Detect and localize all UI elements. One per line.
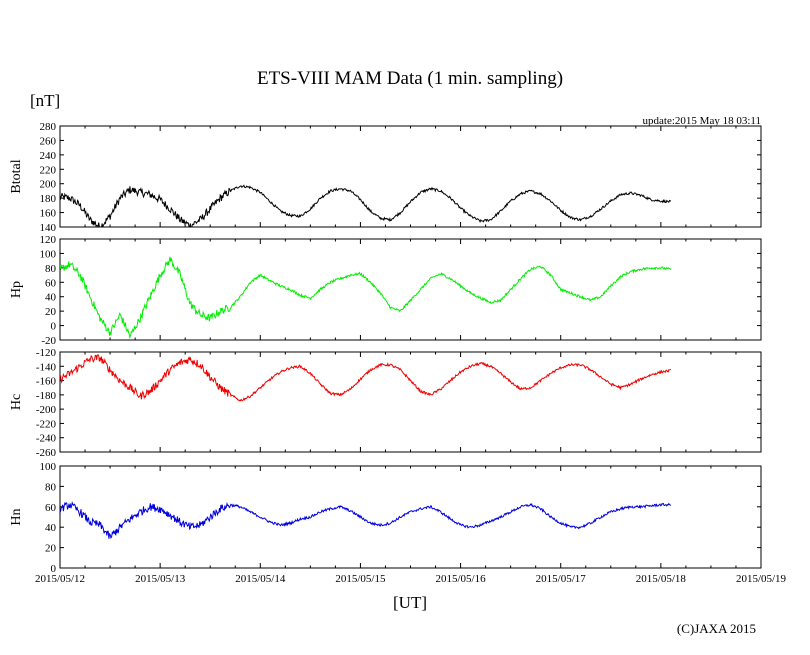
panel-frame bbox=[59, 351, 762, 453]
y-tick-label: 100 bbox=[40, 461, 57, 473]
update-text: update:2015 May 18 03:11 bbox=[643, 115, 761, 127]
panel-hp: -20 0 20 40 60 80 100 120 Hp bbox=[9, 234, 762, 347]
y-axis-label: Hc bbox=[9, 394, 24, 410]
chart-title: ETS-VIII MAM Data (1 min. sampling) bbox=[257, 68, 563, 89]
panel-frame bbox=[59, 465, 762, 569]
y-tick-label: 20 bbox=[45, 306, 57, 318]
y-tick-label: -260 bbox=[36, 447, 57, 459]
copyright: (C)JAXA 2015 bbox=[677, 621, 756, 636]
y-tick-label: 40 bbox=[45, 522, 57, 534]
series-line-hp bbox=[60, 256, 672, 340]
y-tick-label: 60 bbox=[45, 502, 57, 514]
y-tick-label: -160 bbox=[36, 376, 57, 388]
series-line-hn bbox=[60, 501, 672, 540]
y-tick-label: -200 bbox=[36, 404, 57, 416]
y-tick-label: 200 bbox=[40, 179, 57, 191]
panel-hn: 0 20 40 60 80 100 Hn bbox=[9, 461, 762, 575]
y-tick-label: 160 bbox=[40, 208, 57, 220]
x-tick-label: 2015/05/18 bbox=[636, 573, 687, 585]
y-tick-label: 20 bbox=[45, 543, 57, 555]
x-tick-label: 2015/05/13 bbox=[135, 573, 186, 585]
y-tick-label: 140 bbox=[40, 222, 57, 234]
y-tick-label: 80 bbox=[45, 263, 57, 275]
y-tick-label: 0 bbox=[51, 321, 57, 333]
y-tick-label: -220 bbox=[36, 418, 57, 430]
x-tick-label: 2015/05/15 bbox=[335, 573, 386, 585]
y-tick-label: -240 bbox=[36, 433, 57, 445]
y-tick-label: -120 bbox=[36, 347, 57, 359]
panel-frame bbox=[59, 125, 762, 228]
y-tick-label: 0 bbox=[51, 563, 57, 575]
series-line-hc bbox=[60, 354, 672, 402]
y-tick-label: 40 bbox=[45, 292, 57, 304]
y-axis-label: Btotal bbox=[9, 159, 24, 193]
y-tick-label: 100 bbox=[40, 248, 57, 260]
x-tick-label: 2015/05/12 bbox=[35, 573, 85, 585]
x-tick-label: 2015/05/14 bbox=[235, 573, 286, 585]
panel-frame bbox=[59, 238, 762, 341]
panel-btotal: 140 160 180 200 220 240 260 280 Btotal bbox=[9, 121, 762, 234]
y-tick-label: -140 bbox=[36, 361, 57, 373]
x-axis-label: [UT] bbox=[393, 593, 427, 612]
x-tick-label: 2015/05/16 bbox=[436, 573, 487, 585]
panel-hc: -260 -240 -220 -200 -180 -160 -140 -120 Hc bbox=[9, 347, 762, 459]
y-tick-label: -180 bbox=[36, 390, 57, 402]
unit-label: [nT] bbox=[30, 91, 60, 110]
y-tick-label: -20 bbox=[41, 335, 56, 347]
y-tick-label: 240 bbox=[40, 150, 57, 162]
x-tick-label: 2015/05/17 bbox=[536, 573, 587, 585]
y-tick-label: 280 bbox=[40, 121, 57, 133]
x-tick-labels: 2015/05/12 2015/05/13 2015/05/14 2015/05/15… bbox=[35, 573, 787, 585]
series-line-btotal bbox=[60, 184, 672, 227]
y-tick-label: 260 bbox=[40, 135, 57, 147]
y-tick-label: 180 bbox=[40, 193, 57, 205]
y-tick-label: 60 bbox=[45, 277, 57, 289]
y-tick-label: 80 bbox=[45, 481, 57, 493]
y-tick-label: 220 bbox=[40, 164, 57, 176]
y-tick-label: 120 bbox=[40, 234, 57, 246]
panels: 140160180200220240260280Btotal-200204060… bbox=[9, 121, 762, 575]
x-tick-label: 2015/05/19 bbox=[736, 573, 787, 585]
y-axis-label: Hp bbox=[9, 281, 24, 298]
y-axis-label: Hn bbox=[9, 508, 24, 525]
